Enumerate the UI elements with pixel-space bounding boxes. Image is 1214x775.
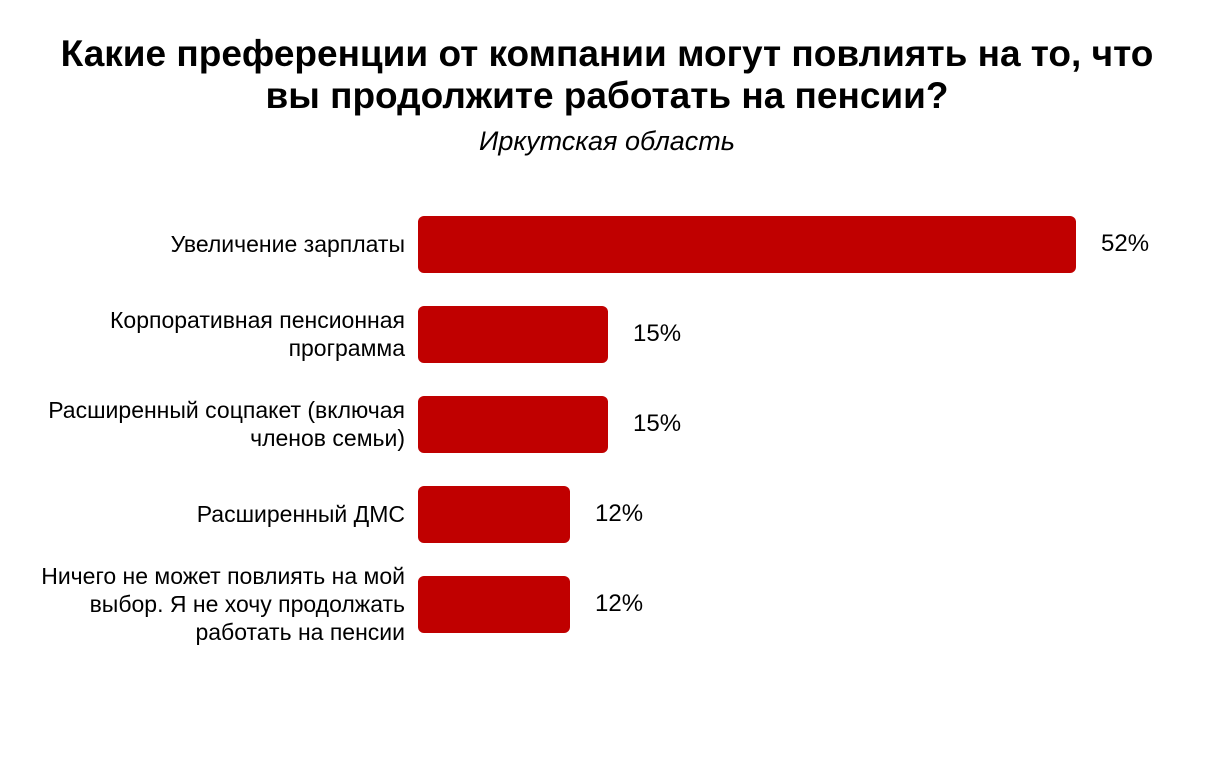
bar <box>418 575 570 633</box>
bar <box>418 215 1076 273</box>
category-label: Корпоративная пенсионная программа <box>110 307 405 362</box>
bar-chart: Увеличение зарплаты 52% Корпоративная пе… <box>0 215 1214 645</box>
value-label: 52% <box>1101 230 1150 258</box>
category-label: Ничего не может повлиять на мой выбор. Я… <box>41 563 405 646</box>
value-label: 15% <box>633 410 682 438</box>
bar-area: 12% <box>418 575 1214 633</box>
category-label: Расширенный ДМС <box>196 501 405 528</box>
bar-area: 12% <box>418 485 1214 543</box>
chart-title: Какие преференции от компании могут повл… <box>60 33 1154 116</box>
bar-area: 15% <box>418 305 1214 363</box>
bar <box>418 305 608 363</box>
chart-page: Какие преференции от компании могут повл… <box>0 33 1214 775</box>
category-label: Расширенный соцпакет (включая членов сем… <box>48 397 405 452</box>
value-label: 15% <box>633 320 682 348</box>
chart-row: Ничего не может повлиять на мой выбор. Я… <box>0 563 1214 645</box>
chart-subtitle: Иркутская область <box>479 125 735 156</box>
value-label: 12% <box>595 500 644 528</box>
bar <box>418 395 608 453</box>
chart-row: Расширенный ДМС 12% <box>0 485 1214 543</box>
bar-area: 52% <box>418 215 1214 273</box>
value-label: 12% <box>595 590 644 618</box>
bar <box>418 485 570 543</box>
bar-area: 15% <box>418 395 1214 453</box>
chart-row: Корпоративная пенсионная программа 15% <box>0 305 1214 363</box>
chart-row: Расширенный соцпакет (включая членов сем… <box>0 395 1214 453</box>
category-label: Увеличение зарплаты <box>170 231 405 258</box>
chart-row: Увеличение зарплаты 52% <box>0 215 1214 273</box>
